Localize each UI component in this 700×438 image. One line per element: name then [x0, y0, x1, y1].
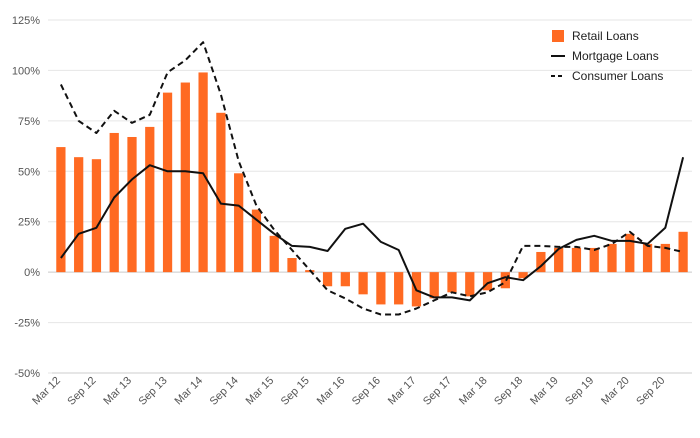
retail-loans-bar [340, 272, 350, 287]
x-tick-label: Mar 17 [386, 375, 419, 408]
retail-loans-bar [571, 247, 582, 273]
x-tick-label: Mar 16 [315, 375, 348, 408]
retail-loans-bar [109, 132, 119, 273]
y-tick-label: 125% [12, 15, 40, 27]
consumer-loans-line [60, 41, 684, 316]
retail-loans-bar [465, 272, 475, 297]
retail-loans-bar [269, 235, 279, 273]
retail-loans-bar [607, 243, 617, 273]
x-tick-label: Mar 18 [457, 375, 490, 408]
legend-item: Consumer Loans [551, 69, 663, 83]
retail-loans-bar [287, 258, 297, 273]
retail-loans-bar [251, 209, 262, 273]
y-tick-label: 50% [18, 166, 40, 178]
x-tick-label: Sep 14 [208, 375, 241, 408]
y-tick-label: -50% [14, 368, 40, 380]
line-series [60, 41, 685, 316]
x-tick-label: Mar 14 [173, 375, 206, 408]
x-tick-label: Sep 13 [137, 375, 170, 408]
x-tick-label: Sep 12 [65, 375, 98, 408]
retail-loans-bars [56, 72, 688, 307]
retail-loans-bar [429, 272, 439, 299]
retail-loans-bar [358, 272, 368, 295]
x-tick-label: Sep 18 [492, 375, 525, 408]
y-tick-label: 25% [18, 217, 40, 229]
retail-loans-bar [482, 272, 493, 291]
legend-item: Mortgage Loans [551, 49, 659, 63]
y-tick-label: -25% [14, 318, 40, 330]
retail-loans-bar [447, 272, 457, 293]
legend-item: Retail Loans [552, 29, 639, 43]
retail-loans-bar [127, 136, 137, 273]
x-tick-label: Sep 20 [634, 375, 667, 408]
retail-loans-bar [56, 147, 66, 273]
retail-loans-bar [536, 251, 546, 273]
grid-lines [48, 19, 692, 374]
x-tick-label: Mar 19 [528, 375, 561, 408]
retail-loans-bar [589, 247, 599, 273]
retail-loans-bar [162, 92, 173, 273]
retail-loans-bar [91, 159, 102, 273]
legend: Retail Loans Mortgage Loans Consumer Loans [551, 29, 663, 83]
retail-loans-bar [518, 272, 528, 279]
x-tick-label: Sep 17 [421, 375, 454, 408]
y-axis-tick-labels: 125% 100% 75% 50% 25% 0% -25% -50% [12, 15, 40, 380]
retail-loans-bar [625, 233, 635, 273]
retail-loans-bar [234, 173, 244, 273]
retail-loans-bar [678, 231, 688, 273]
retail-loans-bar [198, 72, 208, 273]
retail-loans-bar [216, 112, 226, 273]
legend-label: Mortgage Loans [572, 49, 659, 63]
retail-loans-bar [322, 272, 333, 287]
mortgage-loans-line [60, 156, 685, 302]
legend-swatch-retail-loans [552, 30, 564, 42]
x-tick-label: Mar 15 [244, 375, 277, 408]
retail-loans-bar [394, 272, 404, 305]
x-tick-label: Sep 15 [279, 375, 312, 408]
x-tick-label: Sep 19 [563, 375, 596, 408]
x-tick-label: Mar 13 [101, 375, 134, 408]
y-tick-label: 75% [18, 116, 40, 128]
retail-loans-bar [145, 126, 155, 273]
retail-loans-bar [180, 82, 190, 273]
retail-loans-bar [376, 272, 386, 305]
y-tick-label: 100% [12, 65, 40, 77]
y-tick-label: 0% [24, 267, 40, 279]
x-tick-label: Sep 16 [350, 375, 383, 408]
legend-label: Retail Loans [572, 29, 639, 43]
retail-loans-bar [554, 247, 564, 273]
x-tick-label: Mar 20 [599, 375, 632, 408]
retail-loans-bar [74, 157, 84, 273]
retail-loans-bar [642, 243, 653, 273]
x-axis: Mar 12 Sep 12 Mar 13 Sep 13 Mar 14 Sep 14 Mar … [30, 372, 692, 408]
legend-label: Consumer Loans [572, 69, 663, 83]
retail-loans-bar [660, 243, 670, 273]
